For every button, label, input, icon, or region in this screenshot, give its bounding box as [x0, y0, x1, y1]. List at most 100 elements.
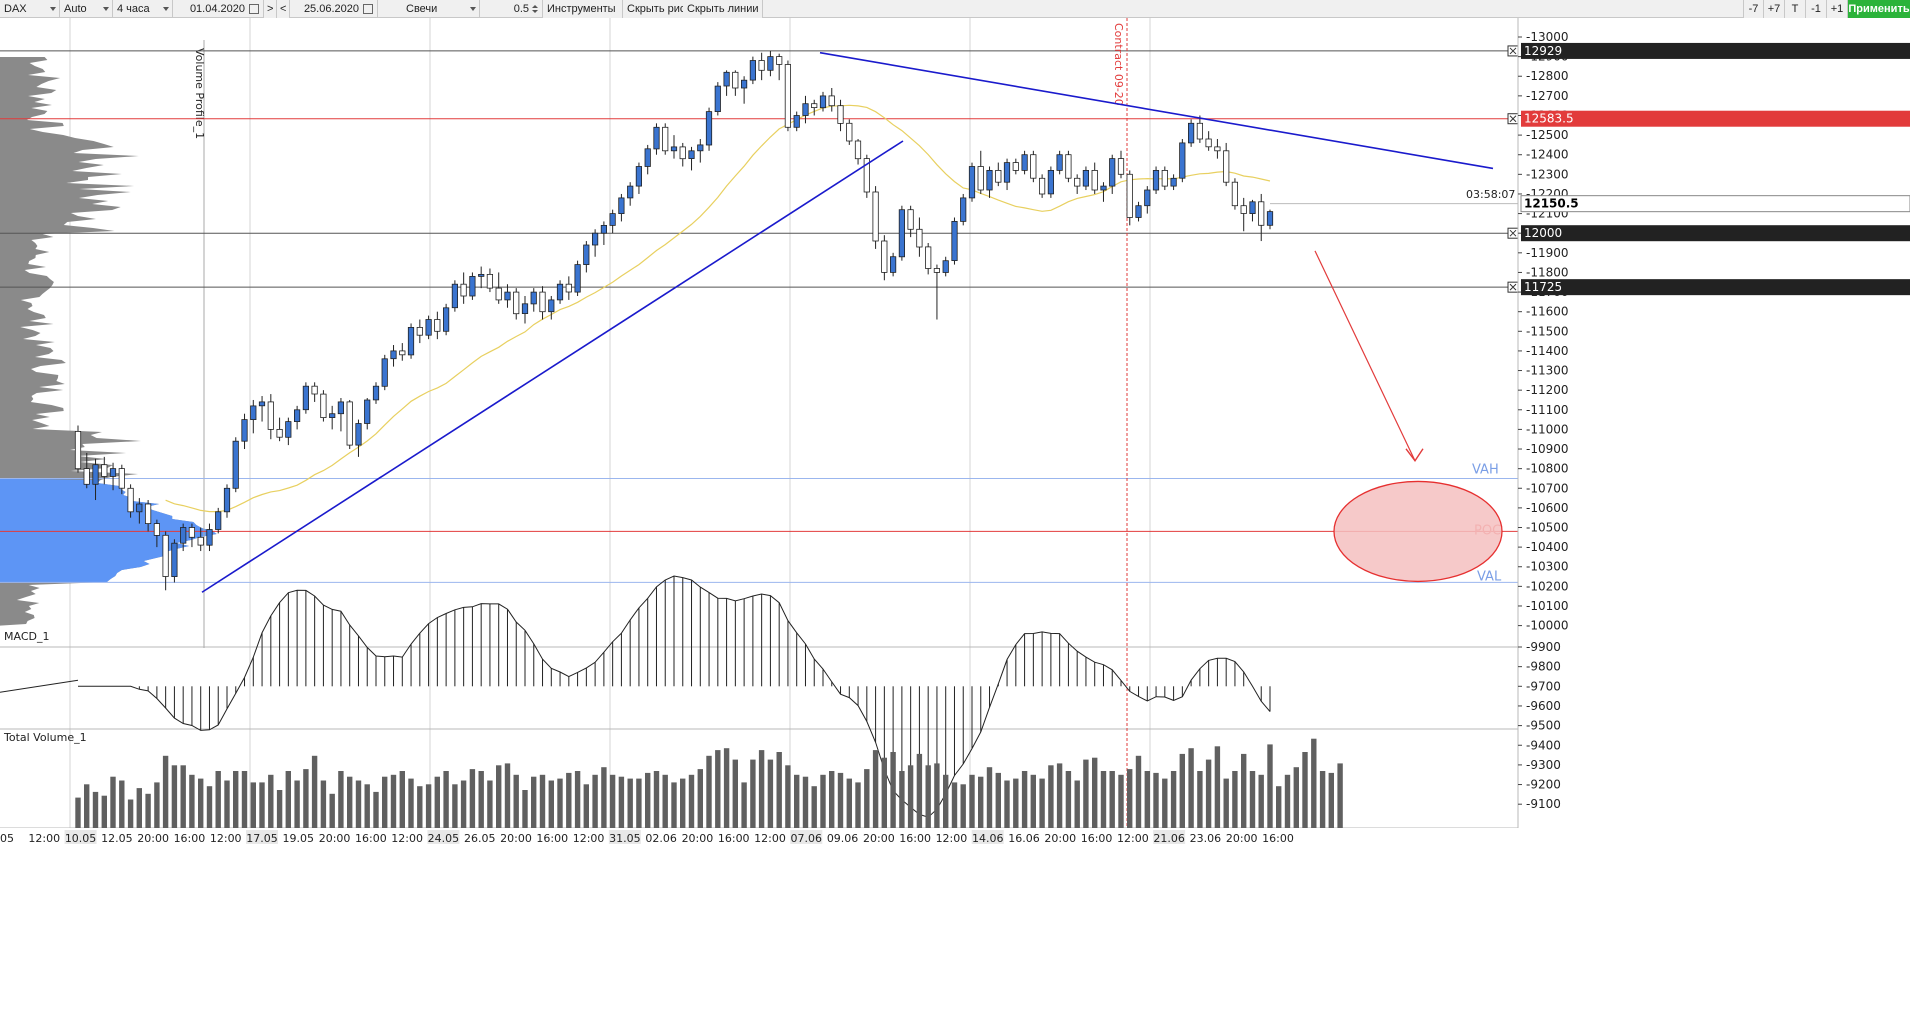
volume-bar: [1021, 771, 1028, 828]
volume-bar: [846, 778, 852, 828]
price-tick-label: -11800: [1526, 265, 1569, 279]
close-icon-x: [1509, 229, 1517, 237]
volume-bar: [934, 763, 940, 828]
volume-bar: [969, 774, 975, 828]
calendar-icon: [249, 3, 259, 14]
volume-bar: [373, 791, 379, 828]
candle: [600, 224, 608, 234]
zoom-plus7-button[interactable]: +7: [1764, 0, 1785, 18]
zoom-minus7-button[interactable]: -7: [1743, 0, 1764, 18]
volume-bar: [285, 771, 291, 828]
volume-bar: [1074, 780, 1080, 828]
volume-bar: [864, 769, 870, 828]
apply-button[interactable]: Применить: [1848, 0, 1910, 18]
hide-lines-button[interactable]: Скрыть линии: [683, 0, 763, 18]
time-highlight-bg: [246, 830, 278, 844]
volume-bar: [627, 778, 633, 828]
price-tick-label: -13000: [1526, 30, 1569, 44]
symbol-select[interactable]: DAX: [0, 0, 60, 18]
candle: [101, 464, 108, 477]
candle: [180, 527, 187, 544]
price-tick-label: -12700: [1526, 89, 1569, 103]
candle: [942, 260, 949, 273]
volume-bar: [268, 774, 274, 828]
nav-next-button[interactable]: >: [264, 0, 277, 18]
nav-prev-button[interactable]: <: [277, 0, 290, 18]
candle: [241, 419, 248, 442]
volume-bar: [1223, 778, 1229, 828]
stepper-icon[interactable]: [532, 4, 538, 13]
volume-bar: [198, 778, 204, 828]
candle: [767, 56, 774, 71]
candle: [1249, 201, 1256, 215]
time-label: 26.05: [464, 832, 496, 845]
candle: [390, 350, 397, 360]
time-label: 16.06: [1008, 832, 1040, 845]
volume-bar: [224, 780, 230, 828]
candle: [644, 148, 651, 167]
chart-area[interactable]: Volume Profile_1 VAHPOCVALContract 09-20…: [0, 18, 1910, 1009]
volume-bar: [680, 778, 686, 828]
candle: [337, 401, 345, 415]
volume-bar: [697, 769, 703, 828]
moving-average: [165, 104, 1271, 513]
volume-bar: [241, 771, 248, 828]
candle: [907, 209, 914, 230]
drawings[interactable]: 03:58:07: [201, 51, 1515, 593]
volume-bar: [1276, 786, 1282, 828]
volume-bar: [443, 771, 449, 828]
volume-bar: [382, 776, 388, 828]
step-field[interactable]: 0.5: [480, 0, 543, 18]
candle: [968, 166, 976, 199]
zoom-plus1-button[interactable]: +1: [1827, 0, 1848, 18]
candle: [1179, 142, 1186, 179]
candle: [1258, 201, 1265, 226]
candle: [1021, 154, 1028, 171]
volume-bar: [1249, 771, 1256, 828]
time-label: 12:00: [573, 832, 605, 845]
hide-drawings-button[interactable]: Скрыть рис.: [623, 0, 688, 18]
volume-bar: [189, 774, 195, 828]
candle: [609, 213, 616, 226]
candle: [758, 60, 765, 71]
scale-select[interactable]: Auto: [60, 0, 113, 18]
candle: [293, 409, 301, 422]
candle: [495, 287, 502, 301]
chart-type-select[interactable]: Свечи: [378, 0, 480, 18]
price-level-label: 12000: [1524, 226, 1562, 240]
candle: [618, 197, 625, 214]
tools-button[interactable]: Инструменты: [543, 0, 623, 18]
candle: [136, 503, 143, 513]
candle: [662, 126, 669, 152]
price-tick-label: -10800: [1526, 462, 1569, 476]
candle: [258, 401, 266, 407]
volume-bar: [794, 774, 800, 828]
volume-bar: [653, 771, 660, 828]
zoom-minus1-button[interactable]: -1: [1806, 0, 1827, 18]
today-button[interactable]: T: [1785, 0, 1806, 18]
candle: [215, 511, 222, 530]
candle: [627, 185, 634, 199]
countdown-label: 03:58:07: [1466, 188, 1515, 201]
time-highlight-bg: [64, 830, 97, 844]
arrow-head-icon: [1405, 448, 1424, 463]
volume-bar: [829, 771, 835, 828]
volume-bar: [723, 748, 730, 828]
time-label: 16:00: [355, 832, 387, 845]
price-tick-label: -12400: [1526, 148, 1569, 162]
price-tick-label: -11900: [1526, 246, 1569, 260]
candle: [854, 140, 862, 160]
volume-bar: [399, 771, 405, 828]
date-from-field[interactable]: 01.04.2020: [173, 0, 264, 18]
candle: [898, 209, 906, 258]
volume-bar: [978, 776, 984, 828]
candle: [1065, 154, 1072, 179]
date-to-field[interactable]: 25.06.2020: [290, 0, 378, 18]
volume-bar: [609, 774, 616, 828]
price-level-label: 12150.5: [1524, 197, 1579, 211]
price-tick-label: -10200: [1526, 579, 1569, 593]
candle: [697, 144, 704, 152]
date-from-value: 01.04.2020: [189, 2, 245, 15]
indicator-tick-label: -9300: [1526, 758, 1561, 772]
timeframe-select[interactable]: 4 часа: [113, 0, 173, 18]
